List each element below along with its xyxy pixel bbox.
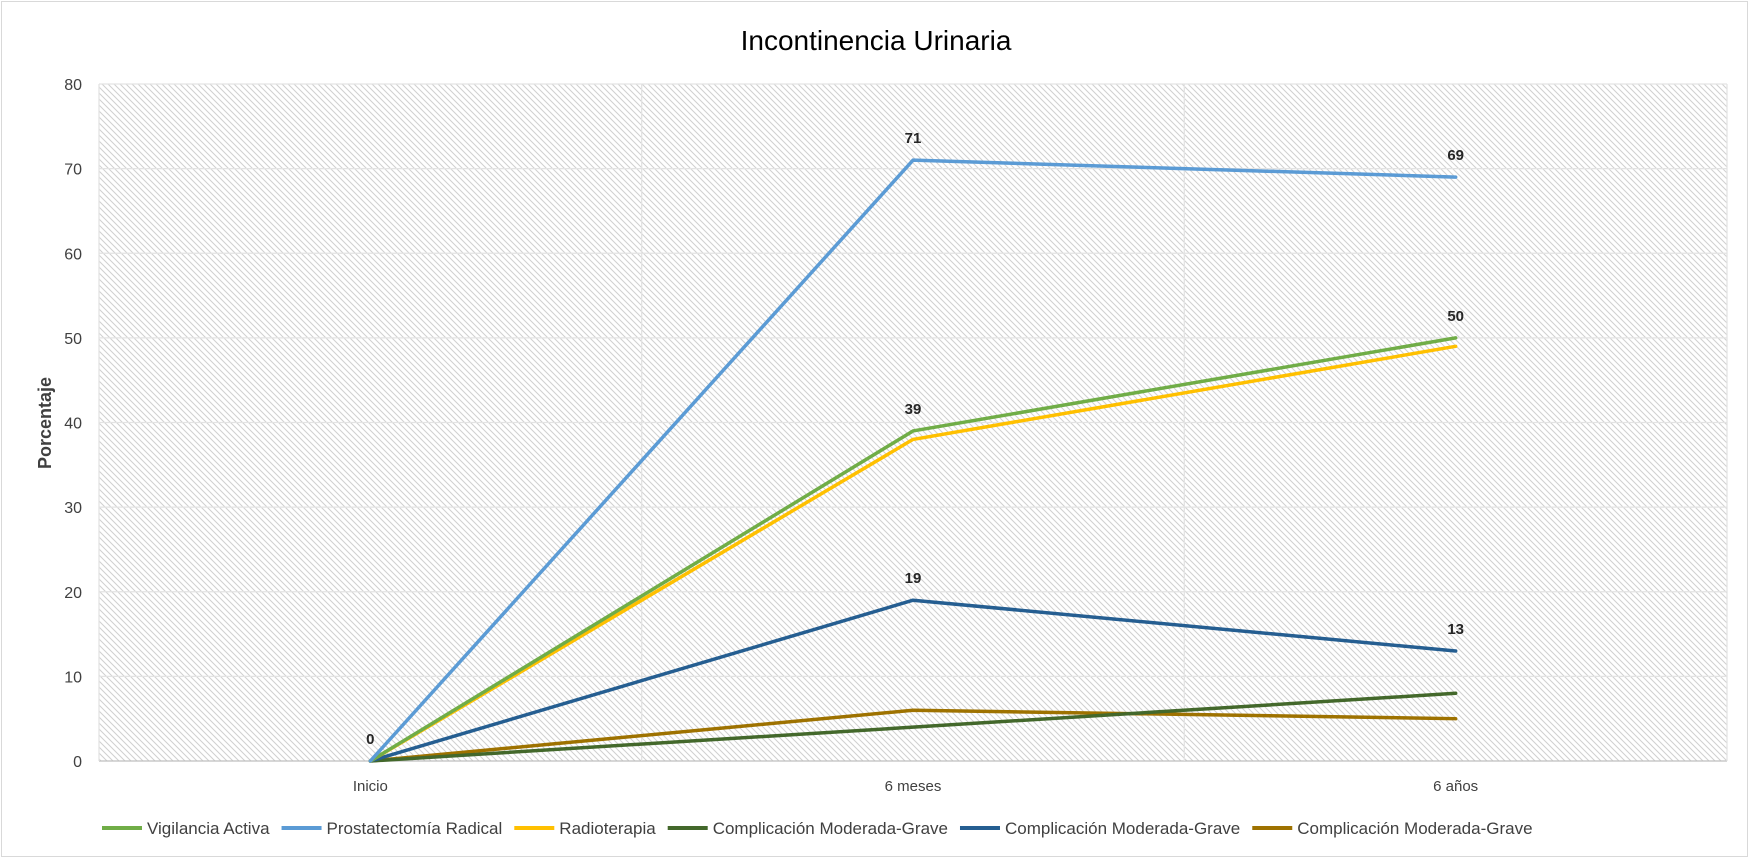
y-tick-label: 70 — [64, 162, 82, 179]
data-label: 13 — [1447, 621, 1464, 638]
y-tick-label: 10 — [64, 669, 82, 686]
data-labels: 39 50 71 69 0 19 13 — [366, 130, 1464, 748]
legend: Vigilancia Activa Prostatectomía Radical R… — [102, 819, 1533, 838]
data-label: 39 — [905, 401, 922, 418]
data-label: 19 — [905, 570, 922, 587]
legend-label: Radioterapia — [559, 819, 656, 838]
legend-item: Vigilancia Activa — [102, 819, 270, 838]
data-label: 50 — [1447, 308, 1464, 325]
chart-title: Incontinencia Urinaria — [741, 25, 1012, 56]
legend-label: Vigilancia Activa — [147, 819, 270, 838]
legend-label: Complicación Moderada-Grave — [713, 819, 948, 838]
y-tick-label: 60 — [64, 246, 82, 263]
gridlines — [98, 83, 1728, 762]
data-label: 69 — [1447, 147, 1464, 164]
y-axis-ticks: 0 10 20 30 40 50 60 70 80 — [64, 77, 82, 771]
series-lines — [368, 158, 1458, 763]
legend-label: Complicación Moderada-Grave — [1297, 819, 1532, 838]
legend-item: Prostatectomía Radical — [281, 819, 503, 838]
data-label: 71 — [905, 130, 922, 147]
y-tick-label: 80 — [64, 77, 82, 94]
y-tick-label: 20 — [64, 585, 82, 602]
legend-item: Complicación Moderada-Grave — [667, 819, 948, 838]
legend-item: Radioterapia — [514, 819, 656, 838]
y-axis-label: Porcentaje — [35, 377, 55, 469]
x-tick-label: 6 meses — [885, 778, 942, 795]
legend-label: Complicación Moderada-Grave — [1005, 819, 1240, 838]
y-tick-label: 30 — [64, 500, 82, 517]
y-tick-label: 40 — [64, 416, 82, 433]
x-tick-label: Inicio — [353, 778, 388, 795]
x-axis-ticks: Inicio 6 meses 6 años — [353, 778, 1478, 795]
legend-item: Complicación Moderada-Grave — [959, 819, 1240, 838]
x-tick-label: 6 años — [1433, 778, 1478, 795]
legend-label: Prostatectomía Radical — [327, 819, 503, 838]
legend-item: Complicación Moderada-Grave — [1252, 819, 1533, 838]
data-label: 0 — [366, 731, 374, 748]
y-tick-label: 0 — [73, 754, 82, 771]
y-tick-label: 50 — [64, 331, 82, 348]
